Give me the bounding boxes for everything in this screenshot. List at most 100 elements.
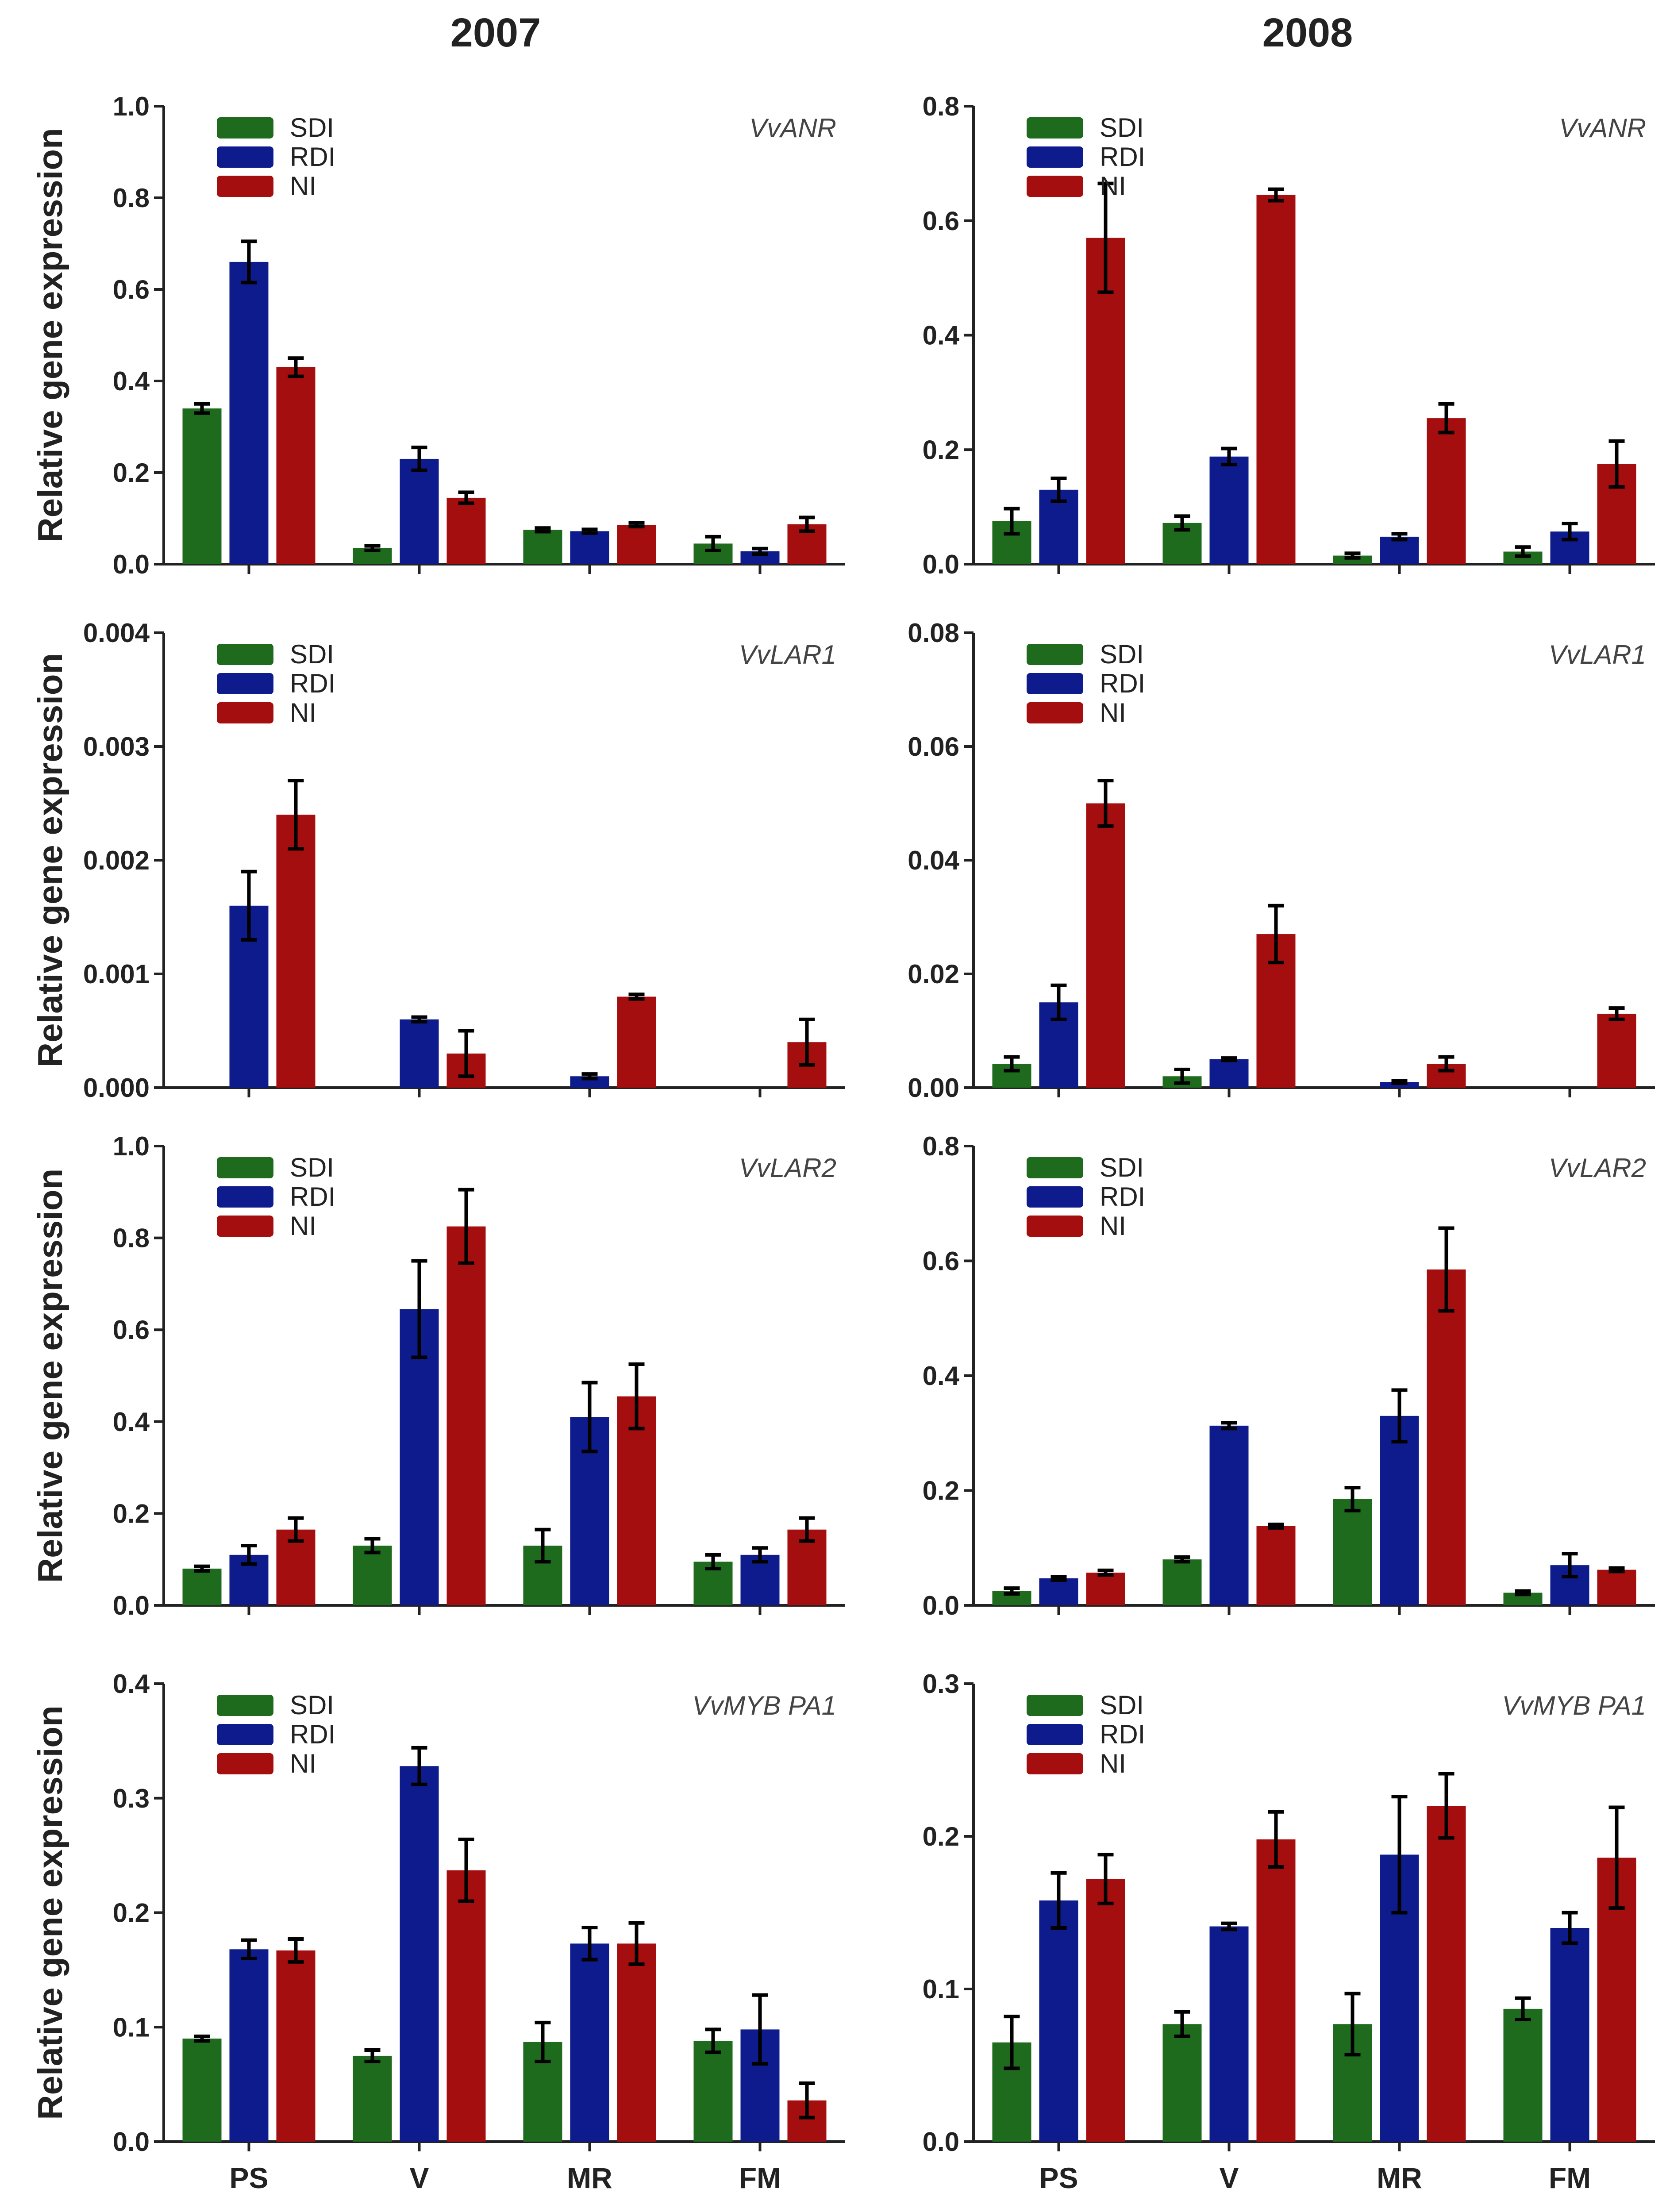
error-bar bbox=[799, 1017, 815, 1067]
error-bar bbox=[458, 1029, 474, 1078]
legend-label-rdi: RDI bbox=[1100, 669, 1145, 698]
legend-swatch-rdi bbox=[1027, 1186, 1083, 1208]
error-bar bbox=[411, 446, 427, 472]
bar-ni-v bbox=[1256, 1839, 1296, 2142]
y-tick-label: 0.2 bbox=[923, 1476, 959, 1506]
legend-swatch-rdi bbox=[217, 1186, 273, 1208]
legend-swatch-sdi bbox=[217, 1157, 273, 1178]
bar-ni-v bbox=[446, 497, 486, 564]
error-bar bbox=[628, 521, 645, 529]
y-axis-label: Relative gene expression bbox=[31, 128, 69, 542]
bar-sdi-mr bbox=[1333, 555, 1372, 564]
error-bar bbox=[1438, 402, 1455, 435]
legend-swatch-ni bbox=[1027, 1216, 1083, 1237]
legend-swatch-ni bbox=[1027, 176, 1083, 197]
bar-rdi-mr bbox=[570, 531, 609, 564]
bar-sdi-ps bbox=[182, 2039, 222, 2142]
legend-swatch-ni bbox=[1027, 1753, 1083, 1774]
legend-label-sdi: SDI bbox=[1100, 1690, 1144, 1720]
error-bar bbox=[1268, 1523, 1284, 1530]
bar-rdi-fm bbox=[1550, 1928, 1589, 2142]
legend-label-sdi: SDI bbox=[290, 1690, 334, 1720]
legend-label-sdi: SDI bbox=[1100, 113, 1144, 142]
y-tick-label: 0.3 bbox=[923, 1669, 959, 1699]
legend-swatch-rdi bbox=[217, 146, 273, 168]
gene-label: VvLAR1 bbox=[739, 640, 836, 669]
error-bar bbox=[1438, 1772, 1455, 1840]
x-tick-label: FM bbox=[1549, 2162, 1591, 2194]
error-bar bbox=[1608, 1805, 1625, 1910]
chart-panels: 0.0 0.2 0.4 0.6 0.8 1.0 Relative gene expressi… bbox=[31, 92, 1655, 2194]
error-bar bbox=[1004, 507, 1020, 536]
y-tick-label: 0.6 bbox=[923, 206, 959, 236]
y-tick-label: 0.4 bbox=[923, 1361, 960, 1391]
error-bar bbox=[1391, 1079, 1408, 1085]
y-tick-label: 0.0 bbox=[923, 550, 959, 579]
gene-label: VvMYB PA1 bbox=[692, 1691, 836, 1720]
y-tick-label: 0.000 bbox=[83, 1073, 150, 1103]
y-axis-label: Relative gene expression bbox=[31, 1705, 69, 2120]
bar-ni-fm bbox=[1597, 1013, 1636, 1088]
y-tick-label: 0.003 bbox=[83, 732, 150, 762]
chart-vvanr-2007: 0.0 0.2 0.4 0.6 0.8 1.0 Relative gene expressi… bbox=[31, 92, 845, 579]
y-axis-label: Relative gene expression bbox=[31, 653, 69, 1067]
error-bar bbox=[1391, 1388, 1408, 1444]
bar-sdi-fm bbox=[693, 2041, 733, 2142]
bar-ni-mr bbox=[1427, 1806, 1466, 2142]
bar-sdi-v bbox=[353, 1546, 392, 1605]
bar-ni-fm bbox=[1597, 1570, 1636, 1605]
error-bar bbox=[1268, 1810, 1284, 1869]
bar-rdi-v bbox=[1209, 456, 1249, 564]
y-tick-label: 0.2 bbox=[923, 435, 959, 465]
y-tick-label: 1.0 bbox=[113, 92, 150, 121]
legend-label-ni: NI bbox=[290, 171, 316, 201]
error-bar bbox=[241, 1544, 257, 1566]
gene-label: VvANR bbox=[1559, 113, 1646, 143]
legend-label-rdi: RDI bbox=[290, 669, 335, 698]
legend-swatch-sdi bbox=[217, 644, 273, 665]
legend-label-rdi: RDI bbox=[290, 142, 335, 172]
y-tick-label: 0.00 bbox=[908, 1073, 959, 1103]
legend-label-rdi: RDI bbox=[1100, 1720, 1145, 1749]
y-tick-label: 0.001 bbox=[83, 959, 150, 989]
column-title-2008: 2008 bbox=[1262, 10, 1353, 55]
error-bar bbox=[288, 356, 304, 378]
error-bar bbox=[194, 1564, 210, 1573]
legend-label-ni: NI bbox=[290, 698, 316, 727]
error-bar bbox=[752, 1993, 768, 2066]
error-bar bbox=[411, 1259, 427, 1359]
error-bar bbox=[535, 1527, 551, 1564]
y-tick-label: 0.004 bbox=[83, 618, 150, 648]
legend-swatch-ni bbox=[217, 702, 273, 723]
y-tick-label: 0.6 bbox=[113, 275, 150, 304]
error-bar bbox=[1050, 983, 1067, 1021]
bar-ni-ps bbox=[1086, 803, 1125, 1088]
y-tick-label: 0.8 bbox=[113, 183, 150, 213]
error-bar bbox=[288, 779, 304, 851]
error-bar bbox=[1268, 187, 1284, 203]
error-bar bbox=[1221, 1056, 1237, 1062]
error-bar bbox=[1004, 1586, 1020, 1596]
gene-label: VvLAR2 bbox=[1549, 1153, 1646, 1183]
error-bar bbox=[581, 1072, 598, 1081]
legend-swatch-rdi bbox=[1027, 673, 1083, 694]
y-tick-label: 0.8 bbox=[113, 1223, 150, 1253]
error-bar bbox=[705, 535, 721, 552]
y-axis-label: Relative gene expression bbox=[31, 1169, 69, 1583]
error-bar bbox=[241, 1938, 257, 1960]
legend-label-ni: NI bbox=[290, 1749, 316, 1778]
error-bar bbox=[581, 527, 598, 535]
bar-sdi-ps bbox=[182, 408, 222, 564]
error-bar bbox=[1174, 2010, 1190, 2038]
legend-swatch-ni bbox=[1027, 702, 1083, 723]
error-bar bbox=[799, 515, 815, 533]
legend-label-ni: NI bbox=[1100, 171, 1126, 201]
error-bar bbox=[1050, 1871, 1067, 1930]
legend-swatch-sdi bbox=[217, 1695, 273, 1716]
y-tick-label: 0.0 bbox=[923, 1591, 959, 1620]
y-tick-label: 0.4 bbox=[113, 366, 150, 396]
